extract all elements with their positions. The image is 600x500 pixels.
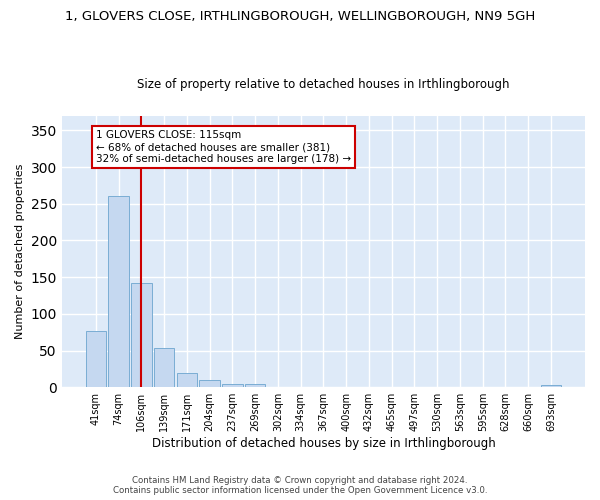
Text: 1 GLOVERS CLOSE: 115sqm
← 68% of detached houses are smaller (381)
32% of semi-d: 1 GLOVERS CLOSE: 115sqm ← 68% of detache… — [96, 130, 351, 164]
Bar — [109, 196, 129, 387]
Bar — [245, 384, 265, 387]
X-axis label: Distribution of detached houses by size in Irthlingborough: Distribution of detached houses by size … — [152, 437, 495, 450]
Bar — [222, 384, 242, 387]
Y-axis label: Number of detached properties: Number of detached properties — [15, 164, 25, 339]
Bar — [199, 380, 220, 387]
Bar — [154, 348, 175, 387]
Bar — [541, 385, 561, 387]
Bar — [176, 374, 197, 387]
Bar — [86, 330, 106, 387]
Title: Size of property relative to detached houses in Irthlingborough: Size of property relative to detached ho… — [137, 78, 509, 91]
Text: Contains HM Land Registry data © Crown copyright and database right 2024.
Contai: Contains HM Land Registry data © Crown c… — [113, 476, 487, 495]
Text: 1, GLOVERS CLOSE, IRTHLINGBOROUGH, WELLINGBOROUGH, NN9 5GH: 1, GLOVERS CLOSE, IRTHLINGBOROUGH, WELLI… — [65, 10, 535, 23]
Bar — [131, 283, 152, 387]
